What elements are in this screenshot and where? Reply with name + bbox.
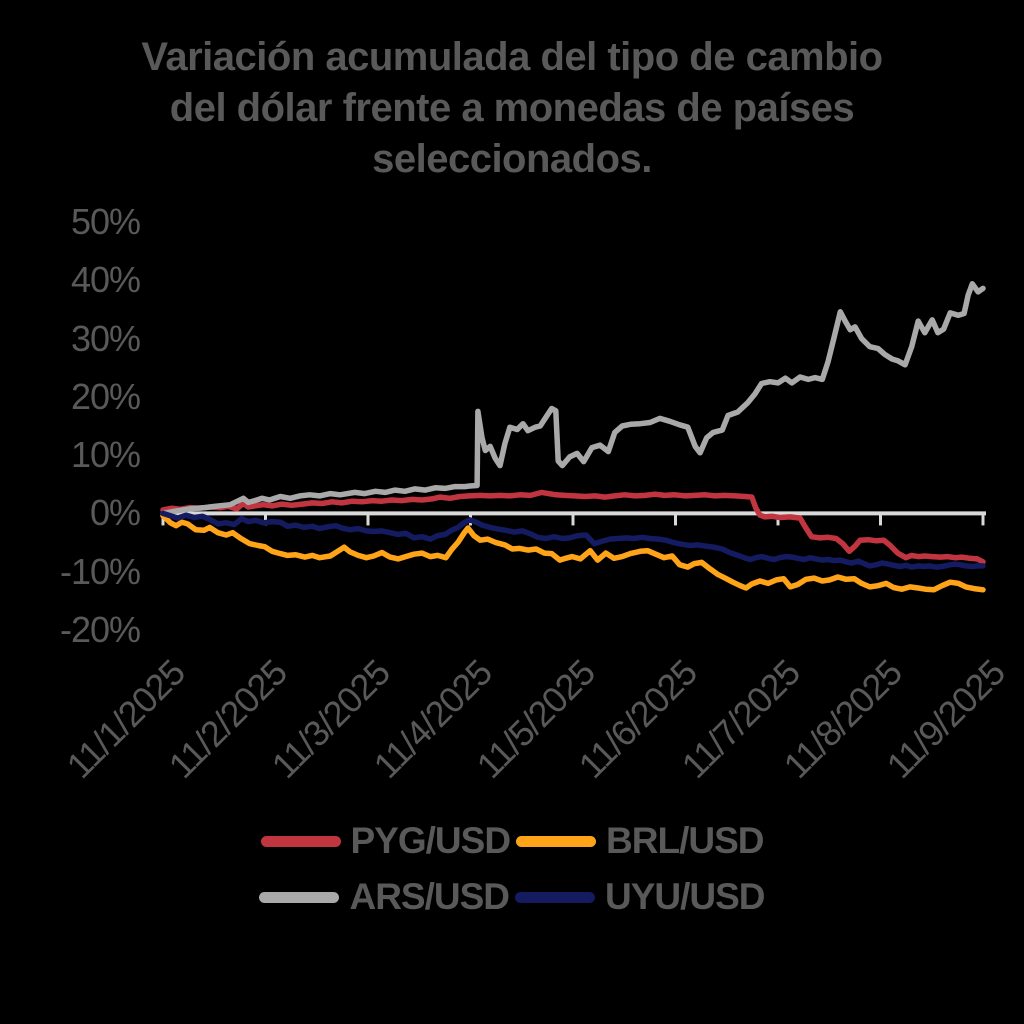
y-axis-label: -10% <box>59 550 141 592</box>
legend-row-1: PYG/USD BRL/USD <box>260 820 765 862</box>
legend-item-pyg-usd: PYG/USD <box>260 820 512 862</box>
legend: PYG/USD BRL/USD ARS/USD UYU/USD <box>0 820 1024 918</box>
series-line-pyg-usd <box>160 489 986 565</box>
legend-swatch-brl-usd <box>516 835 597 847</box>
y-axis-label: 40% <box>70 259 141 301</box>
legend-label-brl-usd: BRL/USD <box>606 820 764 861</box>
legend-label-uyu-usd: UYU/USD <box>605 876 766 917</box>
legend-item-ars-usd: ARS/USD <box>259 876 510 918</box>
chart-title-line: del dólar frente a monedas de países <box>169 86 855 130</box>
series-line-uyu-usd <box>160 510 986 570</box>
series-line-ars-usd <box>160 281 986 517</box>
legend-swatch-uyu-usd <box>515 891 595 903</box>
chart-title-line: seleccionados. <box>372 137 652 181</box>
legend-item-uyu-usd: UYU/USD <box>515 876 766 918</box>
y-axis-label: 10% <box>70 434 141 476</box>
chart-title-line: Variación acumulada del tipo de cambio <box>141 35 883 79</box>
y-axis-label: 20% <box>70 375 141 417</box>
legend-label-ars-usd: ARS/USD <box>349 876 510 917</box>
series-line-brl-usd <box>160 513 986 593</box>
y-axis-label: 50% <box>70 201 141 242</box>
legend-item-brl-usd: BRL/USD <box>516 820 765 862</box>
legend-swatch-pyg-usd <box>260 835 341 847</box>
legend-row-2: ARS/USD UYU/USD <box>259 876 766 918</box>
y-axis-label: 30% <box>70 317 141 359</box>
legend-label-pyg-usd: PYG/USD <box>350 820 512 861</box>
chart-title: Variación acumulada del tipo de cambio de… <box>12 32 1012 185</box>
y-axis-label: 0% <box>89 492 141 534</box>
legend-swatch-ars-usd <box>259 891 340 903</box>
y-axis-label: -20% <box>59 609 141 650</box>
